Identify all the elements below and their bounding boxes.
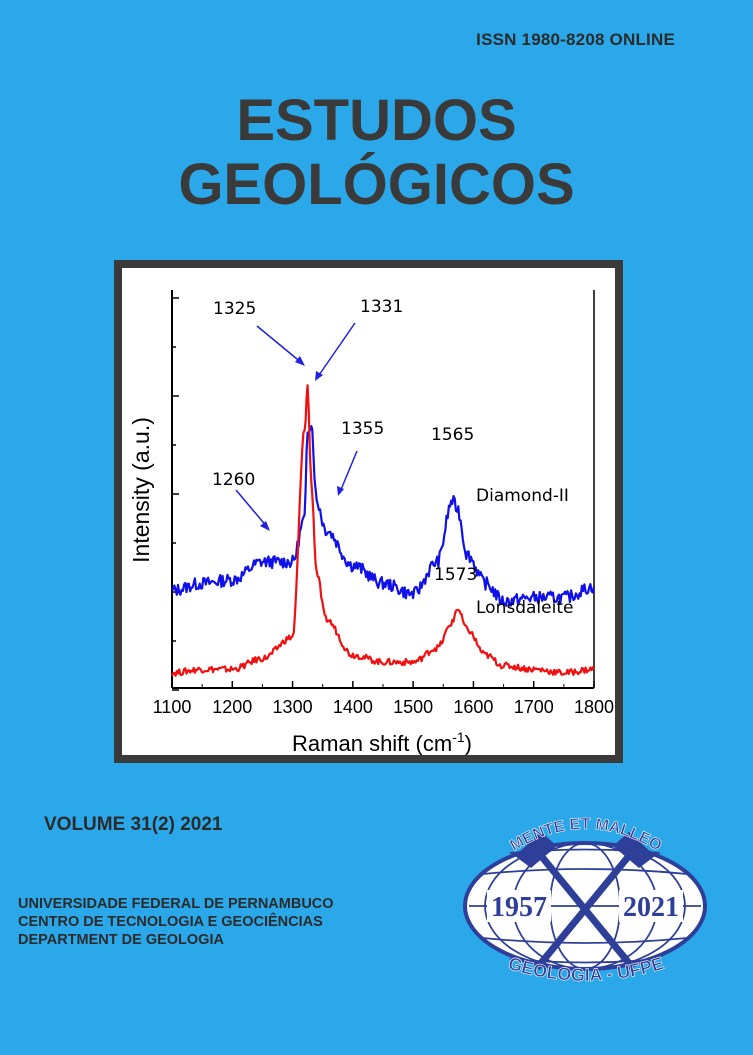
arrow-1260: [235, 489, 269, 529]
x-tick-label: 1500: [393, 697, 433, 717]
logo-year-start: 1957: [491, 892, 547, 923]
arrowhead-1331: [315, 371, 323, 381]
series-label-lonsdaleite: Lonsdaleite: [476, 598, 573, 618]
peak-label-1325: 1325: [213, 299, 256, 319]
raman-chart: 1100 1200 1300 1400 1500 1600 1700 1800 1325 13…: [128, 290, 614, 755]
x-tick-label: 1400: [333, 697, 373, 717]
journal-title-line1: ESTUDOS: [236, 88, 517, 153]
x-axis-label-sup: -1: [452, 729, 465, 745]
raman-figure: 1100 1200 1300 1400 1500 1600 1700 1800 1325 13…: [122, 268, 615, 755]
arrowhead-1260: [260, 521, 270, 531]
arrow-1355: [339, 450, 358, 493]
x-tick-label: 1300: [273, 697, 313, 717]
series-line-lonsdaleite: [170, 384, 595, 677]
volume-label: VOLUME 31(2) 2021: [44, 814, 223, 835]
x-tick-label: 1700: [514, 697, 554, 717]
peak-label-1355: 1355: [341, 419, 384, 439]
cover-figure-frame: 1100 1200 1300 1400 1500 1600 1700 1800 1325 13…: [114, 260, 623, 763]
x-axis-label-main: Raman shift (cm: [292, 731, 452, 755]
department-name: DEPARTMENT DE GEOLOGIA: [18, 932, 224, 948]
x-tick-label: 1600: [453, 697, 493, 717]
y-axis-label: Intensity (a.u.): [128, 417, 154, 563]
y-tick-group: [172, 297, 179, 691]
arrowhead-1355: [337, 486, 344, 496]
x-tick-label: 1800: [574, 697, 614, 717]
crossed-hammers-icon: [515, 832, 655, 971]
x-tick-label: 1100: [153, 697, 192, 717]
series-group: [170, 384, 596, 677]
center-name: CENTRO DE TECNOLOGIA E GEOCIÊNCIAS: [18, 914, 323, 930]
peak-label-1331: 1331: [360, 297, 403, 317]
arrow-1325: [256, 325, 304, 365]
series-label-diamond: Diamond-II: [476, 486, 569, 506]
peak-label-1260: 1260: [212, 470, 255, 490]
university-name: UNIVERSIDADE FEDERAL DE PERNAMBUCO: [18, 896, 334, 912]
geology-ufpe-logo: 1957 2021 MENTE ET MALLEO GEOLOGIA - UFP…: [463, 816, 707, 985]
arrowhead-1325: [295, 356, 305, 366]
x-tick-group: 1100 1200 1300 1400 1500 1600 1700 1800: [153, 681, 614, 717]
arrow-1331: [316, 322, 356, 379]
peak-label-1573: 1573: [434, 565, 477, 585]
x-tick-label: 1200: [212, 697, 252, 717]
logo-year-end: 2021: [623, 892, 679, 923]
journal-title-line2: GEOLÓGICOS: [178, 152, 575, 217]
peak-label-1565: 1565: [431, 425, 474, 445]
annotation-arrows: [235, 322, 358, 531]
x-axis-label-end: ): [465, 731, 472, 755]
issn-label: ISSN 1980-8208 ONLINE: [476, 30, 675, 49]
institution-block: UNIVERSIDADE FEDERAL DE PERNAMBUCO CENTR…: [18, 895, 334, 949]
x-axis-label: Raman shift (cm-1): [292, 729, 472, 755]
series-line-diamond-ii: [171, 425, 596, 607]
